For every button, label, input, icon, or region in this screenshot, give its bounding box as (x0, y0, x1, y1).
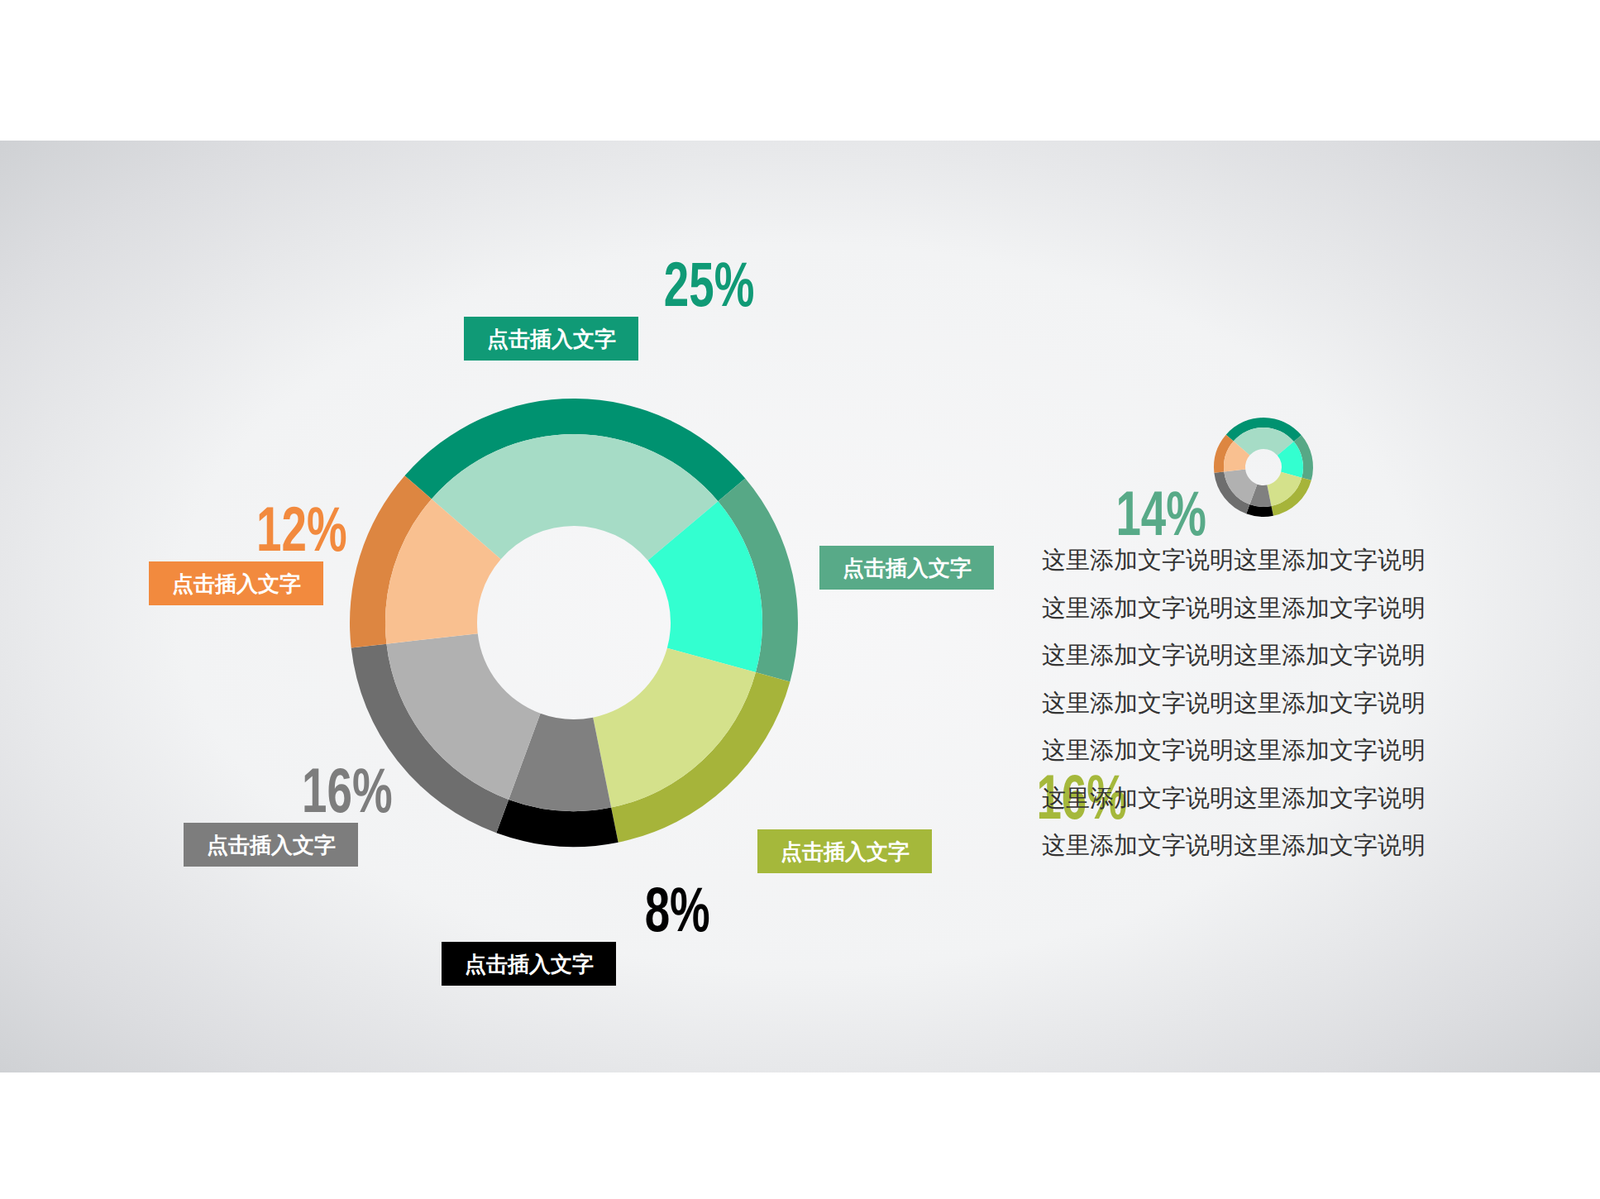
svg-text:14%: 14% (1115, 478, 1207, 550)
svg-text:点击插入文字: 点击插入文字 (171, 571, 301, 597)
svg-text:16%: 16% (301, 755, 393, 827)
svg-text:12%: 12% (256, 494, 348, 565)
svg-text:点击插入文字: 点击插入文字 (464, 951, 594, 977)
svg-text:点击插入文字: 点击插入文字 (842, 555, 972, 581)
svg-text:这里添加文字说明这里添加文字说明: 这里添加文字说明这里添加文字说明 (1041, 641, 1426, 669)
svg-text:这里添加文字说明这里添加文字说明: 这里添加文字说明这里添加文字说明 (1041, 594, 1426, 621)
svg-text:这里添加文字说明这里添加文字说明: 这里添加文字说明这里添加文字说明 (1041, 689, 1426, 717)
svg-text:点击插入文字: 点击插入文字 (206, 832, 336, 858)
svg-text:点击插入文字: 点击插入文字 (487, 326, 617, 352)
svg-text:16%: 16% (1036, 761, 1127, 833)
svg-text:这里添加文字说明这里添加文字说明: 这里添加文字说明这里添加文字说明 (1041, 736, 1426, 764)
svg-text:25%: 25% (663, 249, 755, 320)
svg-text:8%: 8% (644, 874, 711, 946)
svg-text:这里添加文字说明这里添加文字说明: 这里添加文字说明这里添加文字说明 (1041, 831, 1426, 859)
svg-text:这里添加文字说明这里添加文字说明: 这里添加文字说明这里添加文字说明 (1041, 784, 1426, 812)
svg-text:点击插入文字: 点击插入文字 (780, 839, 910, 865)
svg-text:这里添加文字说明这里添加文字说明: 这里添加文字说明这里添加文字说明 (1041, 546, 1426, 574)
